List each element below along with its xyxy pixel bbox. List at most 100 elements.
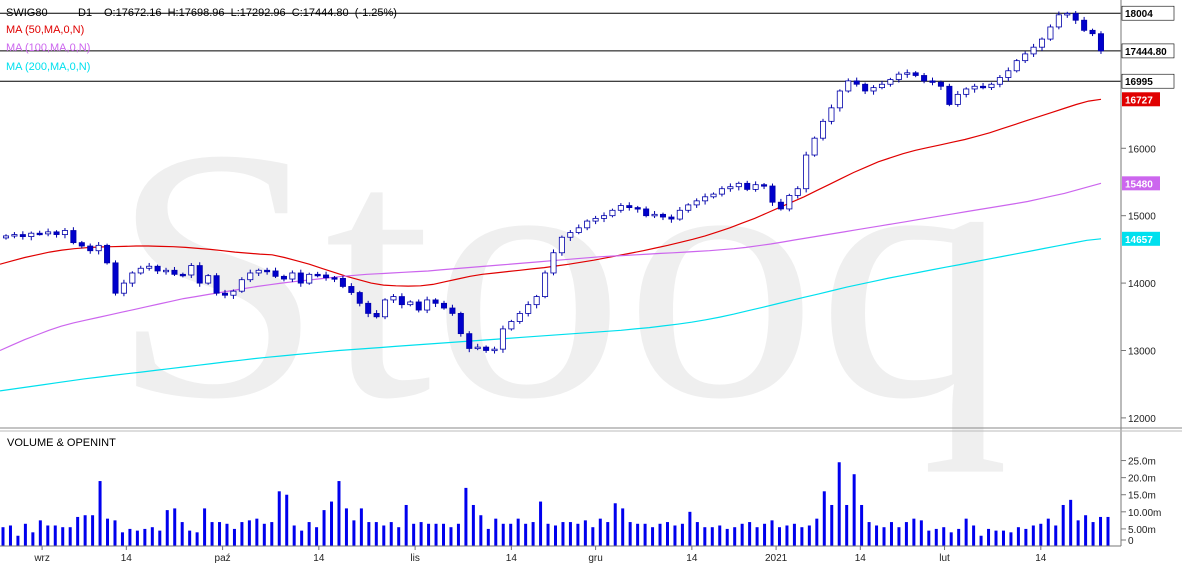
volume-bar (942, 527, 946, 546)
candle-body (95, 244, 102, 252)
volume-bar (725, 528, 729, 546)
volume-bar (456, 523, 460, 546)
candle-body (230, 290, 237, 296)
volume-bar (651, 527, 655, 546)
volume-bar (889, 522, 893, 546)
volume-bar (1, 527, 5, 546)
volume-bar (561, 522, 565, 546)
volume-bar (31, 532, 35, 546)
x-tick-label: 14 (506, 553, 518, 564)
volume-bar (404, 504, 408, 546)
volume-bar (315, 527, 319, 546)
candle-body (887, 79, 894, 85)
volume-bar (748, 522, 752, 546)
candle-body (373, 313, 380, 318)
volume-bar (501, 523, 505, 546)
candle-body (272, 270, 279, 277)
candle-body (718, 188, 725, 195)
volume-bar (658, 523, 662, 546)
volume-bar (464, 487, 468, 546)
candle-body (432, 299, 439, 304)
candle-body (592, 217, 599, 222)
candle-body (457, 313, 464, 335)
candle-body (820, 120, 827, 139)
level-tag-box (1121, 73, 1175, 89)
volume-bar (710, 527, 714, 546)
volume-bars (1, 462, 1110, 546)
volume-bar (359, 508, 363, 546)
y-tick-label: 12000 (1128, 414, 1156, 425)
candle-body (516, 313, 523, 322)
watermark: Stooq (110, 74, 1010, 474)
volume-bar (143, 528, 147, 546)
volume-bar (68, 527, 72, 546)
volume-bar (285, 494, 289, 546)
candle-body (137, 267, 144, 274)
candle-body (314, 273, 321, 277)
ma-tag: 16727 (1125, 95, 1153, 106)
volume-bar (322, 510, 326, 546)
volume-bar (307, 522, 311, 546)
volume-bar (330, 501, 334, 546)
volume-bar (232, 528, 236, 546)
candle-body (727, 186, 734, 190)
candle-body (146, 265, 153, 269)
volume-bar (165, 510, 169, 546)
candle-body (550, 252, 557, 274)
volume-bar (852, 474, 856, 546)
symbol-label: SWIG80 (6, 7, 48, 19)
volume-bar (150, 527, 154, 546)
candle-body (963, 88, 970, 95)
candle-body (19, 234, 26, 237)
candle-body (744, 182, 751, 190)
candle-body (179, 273, 186, 277)
volume-bar (8, 525, 12, 546)
candle-body (221, 292, 229, 296)
candle-body (752, 184, 759, 190)
volume-bar (1099, 516, 1103, 546)
candle-body (853, 80, 860, 85)
x-tick-label: 14 (313, 553, 325, 564)
volume-bar (352, 520, 356, 546)
volume-bar (113, 520, 117, 546)
candle-body (609, 209, 616, 217)
volume-bar (98, 481, 102, 546)
y-tick-label: 13000 (1128, 346, 1156, 357)
volume-bar (680, 523, 684, 546)
volume-axis: 05.00m 10.00m 15.0m 20.0m 25.0m (1121, 457, 1161, 547)
ohlc-readout: O:17672.16 H:17698.96 L:17292.96 C:17444… (104, 7, 397, 19)
volume-bar (382, 525, 386, 546)
candle-body (1097, 33, 1104, 52)
volume-bar (807, 525, 811, 546)
candle-body (904, 72, 911, 75)
volume-bar (1031, 525, 1035, 546)
candle-body (811, 137, 818, 156)
candle-body (542, 272, 549, 297)
volume-bar (531, 522, 535, 546)
volume-bar (546, 523, 550, 546)
candle-body (365, 302, 372, 314)
candle-body (120, 282, 127, 294)
volume-bar (860, 504, 864, 546)
y-tick-label: 14000 (1128, 279, 1156, 290)
candle-body (1064, 13, 1071, 16)
volume-bar (434, 523, 438, 546)
candle-body (567, 232, 574, 238)
candle-body (154, 265, 161, 272)
volume-bar (665, 522, 669, 546)
candle-body (980, 85, 987, 89)
volume-bar (471, 504, 475, 546)
candle-body (895, 73, 902, 80)
volume-tick-label: 15.0m (1128, 491, 1156, 502)
volume-bar (203, 508, 207, 546)
volume-bar (673, 525, 677, 546)
volume-bar (882, 527, 886, 546)
candle-body (988, 83, 995, 89)
volume-bar (412, 523, 416, 546)
volume-bar (837, 462, 841, 546)
volume-bar (53, 525, 57, 546)
volume-bar (247, 520, 251, 546)
candle-body (264, 269, 271, 273)
candle-body (845, 80, 852, 92)
